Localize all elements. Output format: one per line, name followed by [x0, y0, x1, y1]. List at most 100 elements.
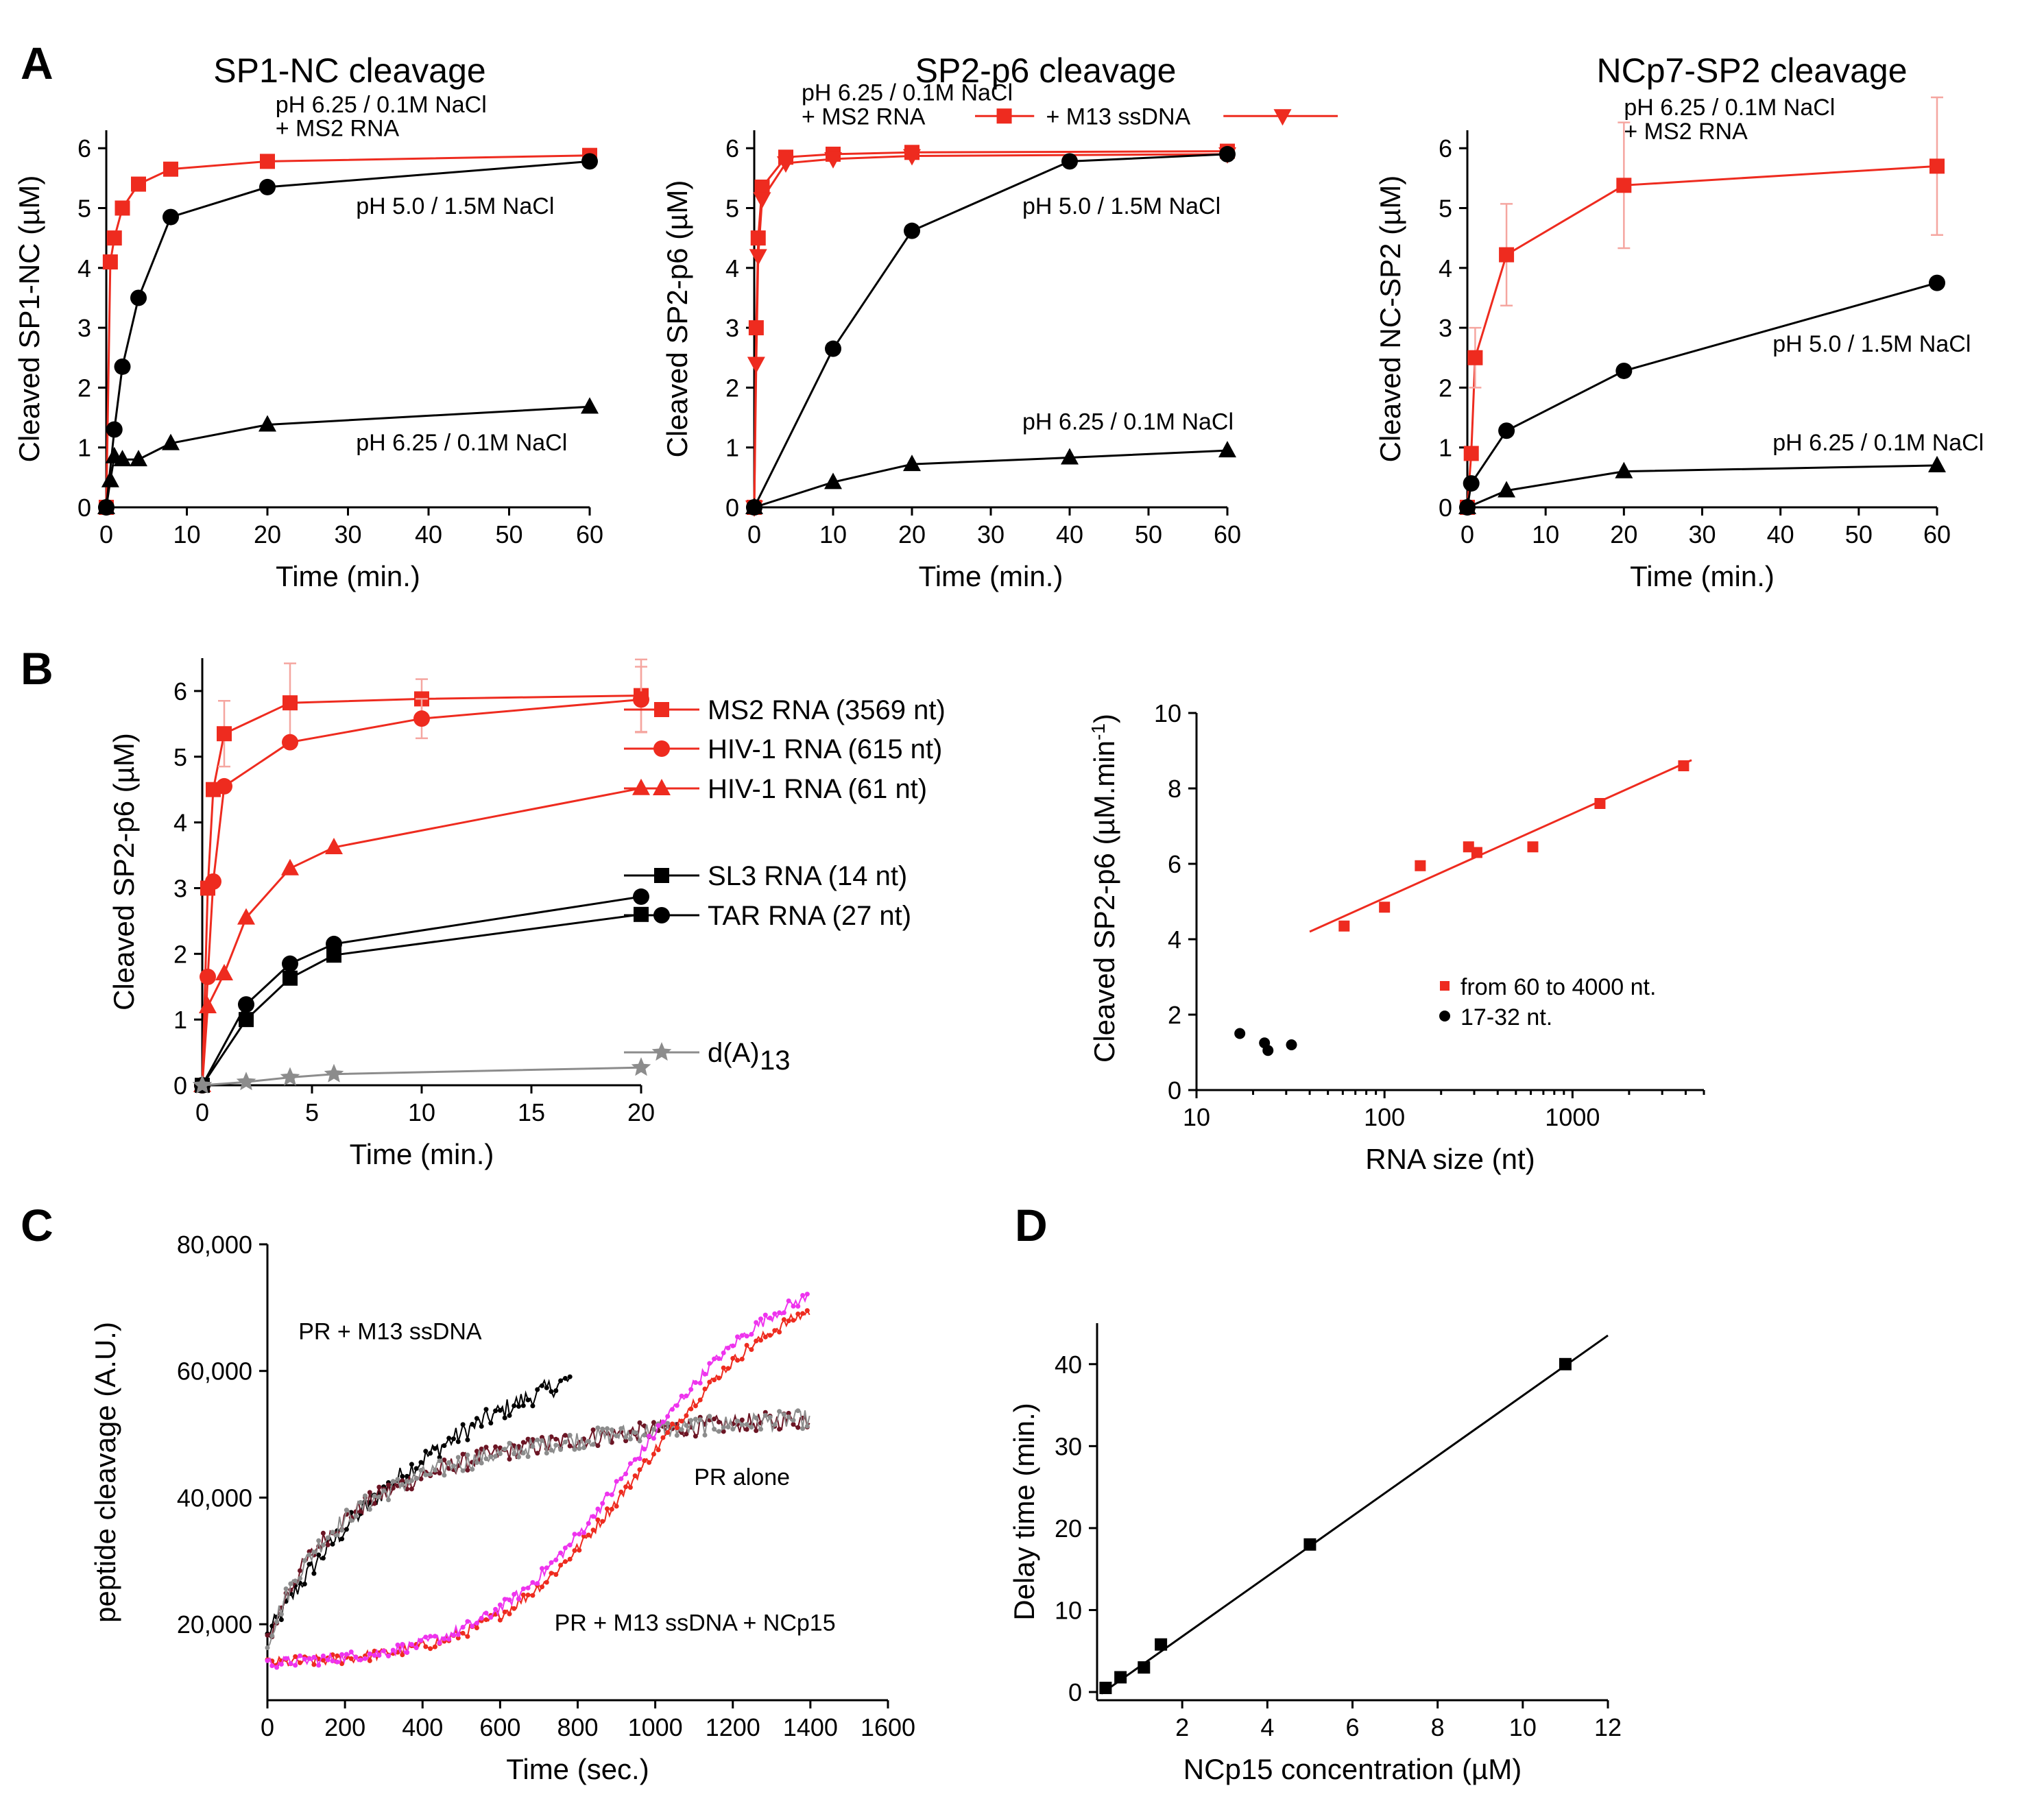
kinetic-point: [442, 1443, 447, 1449]
data-point: [581, 397, 599, 414]
kinetic-point: [470, 1422, 475, 1427]
kinetic-point: [735, 1418, 740, 1424]
kinetic-point: [306, 1656, 312, 1661]
kinetic-point: [674, 1433, 680, 1438]
kinetic-point: [316, 1552, 322, 1558]
kinetic-point: [772, 1328, 778, 1333]
kinetic-point: [488, 1454, 494, 1460]
kinetic-point: [395, 1477, 400, 1482]
kinetic-point: [278, 1612, 284, 1617]
series-line: [753, 153, 1228, 508]
data-point: [1379, 902, 1391, 913]
kinetic-point: [535, 1387, 540, 1392]
kinetic-point: [647, 1434, 652, 1439]
y-tick-label: 0: [1439, 494, 1452, 522]
legend-label: from 60 to 4000 nt.: [1460, 974, 1656, 1000]
data-point: [326, 947, 341, 963]
series-line: [754, 449, 1228, 509]
legend-marker: [653, 740, 670, 757]
kinetic-point: [423, 1472, 429, 1477]
data-point: [903, 149, 921, 166]
kinetic-point: [577, 1547, 582, 1553]
y-axis-label: Cleaved NC-SP2 (µM): [1374, 176, 1406, 463]
kinetic-point: [339, 1536, 345, 1542]
kinetic-point: [540, 1438, 544, 1443]
kinetic-point: [707, 1379, 712, 1385]
kinetic-point: [512, 1403, 517, 1408]
kinetic-point: [716, 1429, 721, 1434]
kinetic-point: [423, 1449, 429, 1454]
kinetic-point: [754, 1338, 759, 1344]
kinetic-point: [562, 1439, 568, 1445]
x-tick-label: 1200: [706, 1713, 760, 1741]
y-tick-label: 3: [77, 314, 91, 342]
kinetic-point: [549, 1434, 554, 1440]
kinetic-point: [651, 1436, 656, 1441]
series-line: [202, 1066, 642, 1087]
kinetic-point: [367, 1651, 372, 1656]
legend-marker-ms2: [996, 108, 1012, 124]
y-tick-label: 5: [1439, 194, 1452, 222]
x-tick-label: 60: [1214, 520, 1241, 548]
kinetic-point: [520, 1440, 526, 1445]
kinetic-point: [493, 1444, 498, 1449]
kinetic-point: [367, 1490, 372, 1495]
data-point: [633, 691, 649, 708]
x-tick-label: 2: [1175, 1713, 1189, 1741]
y-tick-label: 20,000: [177, 1610, 252, 1639]
data-point: [1499, 247, 1515, 263]
kinetic-point: [413, 1466, 419, 1471]
data-point: [1415, 860, 1426, 871]
x-tick-label: 60: [1923, 520, 1951, 548]
y-tick-label: 3: [173, 874, 187, 902]
data-point: [106, 421, 123, 438]
kinetic-point: [335, 1653, 340, 1658]
kinetic-point: [465, 1452, 470, 1458]
kinetic-point: [474, 1621, 479, 1625]
kinetic-point: [325, 1542, 330, 1547]
data-point: [1471, 847, 1482, 858]
x-tick-label: 20: [1610, 520, 1637, 548]
x-tick-label: 0: [261, 1713, 274, 1741]
kinetic-point: [614, 1479, 619, 1484]
legend-label: HIV-1 RNA (615 nt): [708, 734, 942, 764]
kinetic-point: [567, 1433, 573, 1438]
kinetic-point: [721, 1350, 726, 1355]
y-tick-label: 0: [725, 494, 739, 522]
data-point: [1929, 274, 1945, 291]
x-tick-label: 800: [557, 1713, 598, 1741]
kinetic-point: [567, 1556, 573, 1562]
kinetic-point: [520, 1592, 526, 1597]
kinetic-point: [451, 1463, 456, 1468]
kinetic-point: [702, 1386, 708, 1392]
kinetic-point: [637, 1456, 642, 1462]
panel-label: B: [21, 643, 53, 694]
kinetic-point: [344, 1527, 349, 1532]
data-point: [581, 153, 598, 170]
data-point: [1559, 1357, 1572, 1370]
kinetic-point: [791, 1318, 796, 1323]
kinetic-point: [572, 1548, 577, 1554]
fit-line: [1101, 1334, 1609, 1695]
data-point: [1928, 455, 1946, 472]
panel-label: A: [21, 38, 53, 88]
kinetic-point: [293, 1578, 298, 1584]
kinetic-point: [688, 1418, 694, 1423]
kinetic-point: [684, 1423, 689, 1428]
y-axis-label: Cleaved SP1-NC (µM): [13, 176, 45, 463]
kinetic-point: [460, 1625, 466, 1630]
kinetic-point: [386, 1497, 391, 1503]
kinetic-point: [562, 1559, 568, 1564]
data-point: [114, 358, 131, 375]
data-point: [1498, 481, 1516, 498]
kinetic-point: [358, 1509, 363, 1514]
y-tick-label: 4: [725, 254, 739, 282]
kinetic-point: [497, 1451, 503, 1456]
kinetic-point: [512, 1451, 517, 1457]
kinetic-point: [455, 1439, 461, 1445]
kinetic-point: [302, 1582, 307, 1586]
kinetic-point: [269, 1633, 275, 1639]
kinetic-point: [293, 1654, 298, 1659]
x-tick-label: 40: [1767, 520, 1794, 548]
